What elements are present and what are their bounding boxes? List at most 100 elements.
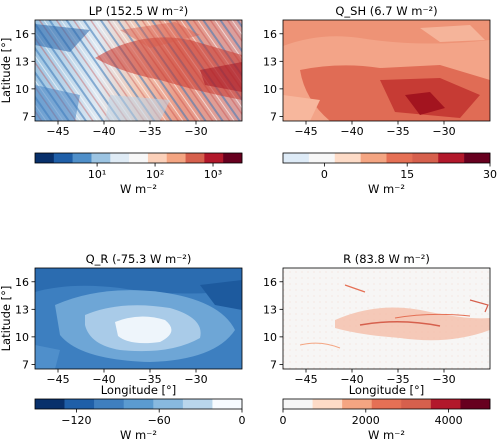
panel-qsh: Q_SH (6.7 W m⁻²): [283, 4, 490, 121]
colorbar-swatch: [360, 153, 387, 163]
y-axis-label: Latitude [°]: [0, 286, 13, 352]
colorbar-swatch: [308, 153, 336, 163]
y-tick-label: 13: [15, 303, 29, 316]
x-tick-label: −45: [294, 125, 317, 138]
y-tick-label: 16: [263, 276, 277, 289]
y-tick-label: 16: [15, 28, 29, 41]
panel-title: R (83.8 W m⁻²): [343, 252, 430, 266]
colorbar-swatch: [123, 399, 154, 409]
colorbar-swatch: [182, 399, 213, 409]
colorbar-swatch: [430, 399, 461, 409]
colorbar-tick-label: 15: [400, 168, 414, 181]
colorbar-tick-label: 0: [239, 414, 246, 427]
colorbar-tick-label: 10³: [204, 168, 222, 181]
panel-title: LP (152.5 W m⁻²): [89, 4, 188, 18]
x-tick-label: −45: [294, 373, 317, 386]
colorbar-frame: [34, 152, 243, 164]
colorbar-frame: [282, 152, 491, 164]
panel-qr: Q_R (-75.3 W m⁻²): [35, 252, 242, 369]
x-tick-label: −30: [432, 373, 455, 386]
colorbar-frame: [282, 398, 491, 410]
colorbar-swatch: [412, 153, 439, 163]
colorbar-tick-label: 10²: [146, 168, 164, 181]
colorbar-label: W m⁻²: [368, 428, 405, 442]
colorbar-tick-label: 0: [321, 168, 328, 181]
x-axis-label: Longitude [°]: [349, 383, 425, 397]
colorbar-swatch: [64, 399, 95, 409]
plot-frame: [34, 267, 243, 370]
r-field: [283, 268, 490, 369]
x-tick-label: −35: [138, 373, 161, 386]
x-tick-label: −40: [92, 125, 115, 138]
y-tick-label: 13: [15, 55, 29, 68]
colorbar-swatch: [166, 153, 186, 163]
colorbar-label: W m⁻²: [368, 182, 405, 196]
y-tick-label: 13: [263, 55, 277, 68]
colorbar-tick-label: 0: [280, 414, 287, 427]
colorbar-swatch: [35, 153, 55, 163]
colorbar-tick-label: 30: [483, 168, 497, 181]
x-tick-label: −35: [386, 125, 409, 138]
y-tick-label: 7: [270, 358, 277, 371]
colorbar-tick-label: 2000: [352, 414, 380, 427]
colorbar-swatch: [35, 399, 65, 409]
panel-title: Q_SH (6.7 W m⁻²): [335, 4, 437, 18]
y-tick-label: 10: [263, 331, 277, 344]
x-tick-label: −30: [432, 125, 455, 138]
colorbar-swatch: [460, 399, 491, 409]
plot-frame: [282, 267, 491, 370]
y-tick-label: 16: [263, 28, 277, 41]
colorbar-swatch: [212, 399, 243, 409]
y-axis-label: Latitude [°]: [0, 38, 13, 104]
y-tick-label: 10: [15, 83, 29, 96]
qsh-field: [283, 20, 490, 121]
y-tick-label: 10: [15, 331, 29, 344]
x-tick-label: −30: [184, 373, 207, 386]
colorbar-swatch: [147, 153, 168, 163]
colorbar-swatch: [371, 399, 402, 409]
x-tick-label: −35: [138, 125, 161, 138]
colorbar-swatch: [334, 153, 361, 163]
y-tick-label: 10: [263, 83, 277, 96]
colorbar-swatch: [185, 153, 205, 163]
colorbar-tick-label: 10¹: [88, 168, 106, 181]
colorbar-swatch: [283, 399, 313, 409]
colorbar-label: W m⁻²: [120, 182, 157, 196]
qr-field: [35, 268, 242, 369]
colorbar-swatch: [153, 399, 184, 409]
colorbar-swatch: [94, 399, 125, 409]
colorbar-swatch: [72, 153, 92, 163]
colorbar-swatch: [401, 399, 432, 409]
colorbar-swatch: [386, 153, 413, 163]
x-tick-label: −40: [340, 373, 363, 386]
y-tick-label: 7: [270, 110, 277, 123]
colorbar-swatch: [438, 153, 465, 163]
colorbar-swatch: [342, 399, 373, 409]
colorbar-label: W m⁻²: [120, 428, 157, 442]
colorbar-swatch: [91, 153, 111, 163]
x-axis-label: Longitude [°]: [101, 383, 177, 397]
y-tick-label: 7: [22, 110, 29, 123]
panel-title: Q_R (-75.3 W m⁻²): [86, 252, 192, 266]
lp-field: [35, 20, 242, 121]
plot-frame: [34, 19, 243, 122]
colorbar-swatch: [312, 399, 343, 409]
colorbar-swatch: [283, 153, 310, 163]
y-tick-label: 13: [263, 303, 277, 316]
colorbar-swatch: [223, 153, 243, 163]
colorbar-frame: [34, 398, 243, 410]
panel-lp: LP (152.5 W m⁻²): [35, 4, 242, 121]
panel-r: R (83.8 W m⁻²): [283, 252, 490, 369]
colorbar-swatch: [464, 153, 491, 163]
x-tick-label: −40: [92, 373, 115, 386]
y-tick-label: 16: [15, 276, 29, 289]
x-tick-label: −45: [46, 125, 69, 138]
colorbar-tick-label: −120: [61, 414, 91, 427]
colorbar-swatch: [53, 153, 73, 163]
plot-frame: [282, 19, 491, 122]
colorbar-tick-label: −60: [148, 414, 171, 427]
x-tick-label: −30: [184, 125, 207, 138]
x-tick-label: −45: [46, 373, 69, 386]
colorbar-swatch: [204, 153, 224, 163]
